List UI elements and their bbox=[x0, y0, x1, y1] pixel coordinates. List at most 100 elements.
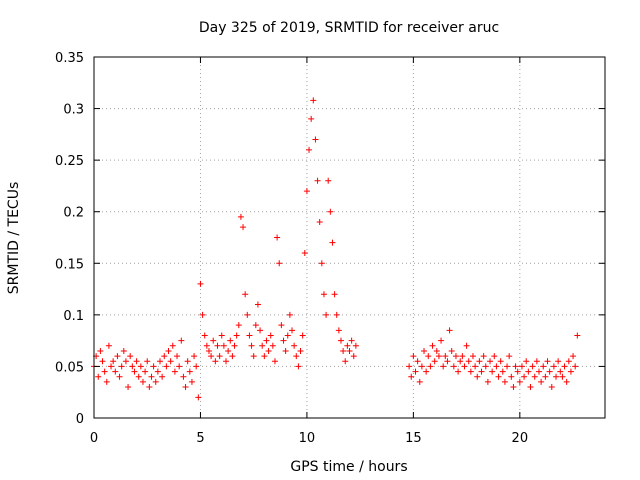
data-point bbox=[412, 368, 419, 375]
data-point bbox=[284, 332, 291, 339]
data-point bbox=[110, 358, 117, 365]
data-point bbox=[299, 332, 306, 339]
x-tick-label: 20 bbox=[512, 431, 529, 446]
data-point bbox=[484, 378, 491, 385]
data-point bbox=[182, 384, 189, 391]
data-point bbox=[116, 373, 123, 380]
data-point bbox=[529, 363, 536, 370]
data-point bbox=[497, 358, 504, 365]
data-point bbox=[129, 363, 136, 370]
y-tick-label: 0.2 bbox=[63, 206, 84, 221]
data-point bbox=[242, 291, 249, 298]
data-point bbox=[518, 363, 525, 370]
data-point bbox=[314, 177, 321, 184]
data-point bbox=[127, 353, 134, 360]
data-point bbox=[561, 363, 568, 370]
x-tick-label: 5 bbox=[196, 431, 204, 446]
data-point bbox=[244, 311, 251, 318]
data-point bbox=[344, 342, 351, 349]
data-point bbox=[533, 358, 540, 365]
data-point bbox=[550, 363, 557, 370]
data-point bbox=[538, 378, 545, 385]
data-point bbox=[186, 368, 193, 375]
data-point bbox=[137, 363, 144, 370]
data-point bbox=[148, 373, 155, 380]
data-point bbox=[425, 353, 432, 360]
data-point bbox=[214, 342, 221, 349]
data-point bbox=[459, 353, 466, 360]
data-point bbox=[205, 347, 212, 354]
data-point bbox=[446, 327, 453, 334]
data-point bbox=[267, 332, 274, 339]
data-point bbox=[118, 363, 125, 370]
plot-frame bbox=[93, 56, 606, 419]
data-point bbox=[235, 322, 242, 329]
data-point bbox=[418, 363, 425, 370]
data-point bbox=[487, 358, 494, 365]
data-point bbox=[546, 368, 553, 375]
data-point bbox=[514, 368, 521, 375]
data-point bbox=[416, 378, 423, 385]
data-point bbox=[540, 363, 547, 370]
data-point bbox=[263, 337, 270, 344]
data-point bbox=[478, 368, 485, 375]
data-point bbox=[212, 358, 219, 365]
data-point bbox=[114, 353, 121, 360]
data-point bbox=[293, 353, 300, 360]
data-point bbox=[501, 378, 508, 385]
data-point bbox=[289, 327, 296, 334]
data-point bbox=[108, 363, 115, 370]
data-point bbox=[327, 208, 334, 215]
data-point bbox=[122, 358, 129, 365]
data-point bbox=[555, 358, 562, 365]
data-point bbox=[112, 368, 119, 375]
data-point bbox=[154, 368, 161, 375]
data-point bbox=[139, 378, 146, 385]
data-point bbox=[220, 342, 227, 349]
data-point bbox=[442, 353, 449, 360]
data-point bbox=[133, 358, 140, 365]
data-point bbox=[433, 347, 440, 354]
data-point bbox=[184, 358, 191, 365]
data-point bbox=[329, 239, 336, 246]
data-point bbox=[565, 358, 572, 365]
data-point bbox=[233, 332, 240, 339]
data-point bbox=[335, 327, 342, 334]
data-point bbox=[476, 358, 483, 365]
data-point bbox=[431, 358, 438, 365]
data-point bbox=[438, 337, 445, 344]
data-point bbox=[491, 353, 498, 360]
data-point bbox=[320, 291, 327, 298]
data-point bbox=[499, 368, 506, 375]
data-point bbox=[144, 358, 151, 365]
data-point bbox=[423, 368, 430, 375]
data-point bbox=[250, 353, 257, 360]
data-point bbox=[195, 394, 202, 401]
y-tick-label: 0.15 bbox=[55, 257, 84, 272]
data-point bbox=[350, 353, 357, 360]
data-point bbox=[535, 368, 542, 375]
data-point bbox=[516, 378, 523, 385]
data-point bbox=[240, 224, 247, 231]
data-point bbox=[525, 368, 532, 375]
data-point bbox=[574, 332, 581, 339]
data-point bbox=[421, 347, 428, 354]
data-point bbox=[103, 378, 110, 385]
data-point bbox=[225, 347, 232, 354]
y-tick-label: 0.25 bbox=[55, 154, 84, 169]
grid bbox=[94, 57, 605, 418]
data-point bbox=[280, 337, 287, 344]
data-point bbox=[197, 280, 204, 287]
data-point bbox=[408, 373, 415, 380]
data-point bbox=[157, 358, 164, 365]
data-point bbox=[163, 363, 170, 370]
data-point bbox=[227, 337, 234, 344]
x-tick-label: 0 bbox=[90, 431, 98, 446]
data-point bbox=[97, 347, 104, 354]
chart-title: Day 325 of 2019, SRMTID for receiver aru… bbox=[199, 20, 499, 36]
data-point bbox=[286, 311, 293, 318]
y-axis-label: SRMTID / TECUs bbox=[6, 182, 22, 295]
data-point bbox=[169, 342, 176, 349]
data-point bbox=[435, 353, 442, 360]
